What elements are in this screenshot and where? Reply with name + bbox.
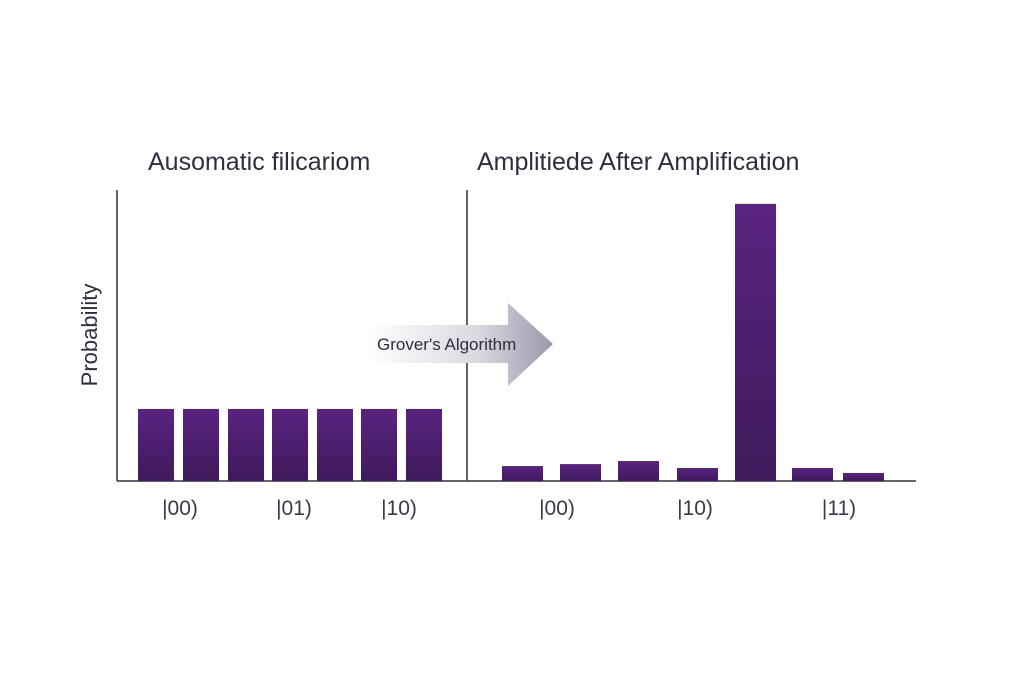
left-bar <box>228 408 264 481</box>
right-tick-label: |11) <box>822 497 856 520</box>
y-axis-label: Probability <box>77 284 102 387</box>
left-bar <box>361 408 397 481</box>
left-tick-label: |10) <box>381 497 417 520</box>
grover-arrow: Grover's Algorithm <box>370 303 553 386</box>
right-chart-title: Amplitiede After Amplification <box>477 148 799 176</box>
left-bar <box>138 408 174 481</box>
right-bar <box>560 464 601 481</box>
right-bar <box>677 467 718 481</box>
left-bar <box>406 408 442 481</box>
right-bars <box>502 203 884 481</box>
left-tick-label: |01) <box>276 497 312 520</box>
left-bars <box>138 408 442 481</box>
left-bar <box>272 408 308 481</box>
right-tick-label: |00) <box>539 497 575 520</box>
right-tick-label: |10) <box>677 497 713 520</box>
arrow-label: Grover's Algorithm <box>377 335 516 354</box>
arrow-icon <box>370 303 553 386</box>
left-bar <box>317 408 353 481</box>
left-tick-label: |00) <box>162 497 198 520</box>
right-bar <box>502 466 543 481</box>
right-bar <box>618 461 659 481</box>
left-chart-title: Ausomatic filicariom <box>148 148 370 176</box>
left-bar <box>183 408 219 481</box>
right-bar <box>843 472 884 481</box>
right-bar <box>735 203 776 481</box>
right-bar <box>792 467 833 481</box>
